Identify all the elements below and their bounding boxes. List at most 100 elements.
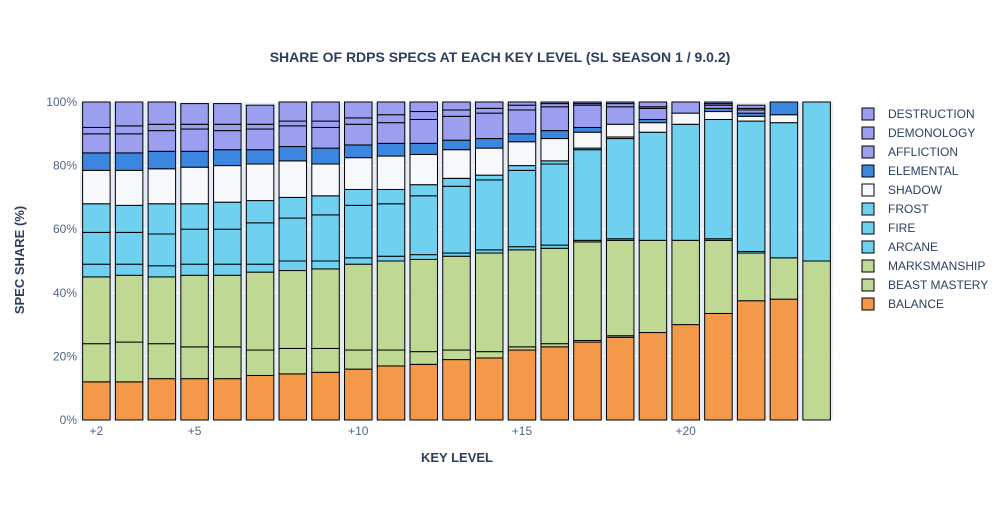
bar-segment bbox=[147, 123, 177, 132]
bar-segment bbox=[114, 381, 144, 421]
bar-segment bbox=[311, 268, 340, 349]
bar-segment bbox=[704, 239, 733, 314]
bar-segment bbox=[474, 351, 504, 359]
bar-segment bbox=[147, 265, 177, 278]
legend: DESTRUCTION DEMONOLOGY AFFLICTION ELEMENTAL… bbox=[861, 107, 988, 311]
bar-segment bbox=[704, 111, 733, 120]
bar-segment bbox=[344, 349, 373, 370]
bar-segment bbox=[573, 341, 602, 421]
bar-segment bbox=[376, 365, 406, 421]
bar-segment bbox=[442, 115, 471, 141]
bar-segment bbox=[278, 146, 308, 162]
bar-segment bbox=[474, 138, 504, 149]
bar-segment bbox=[638, 239, 668, 334]
bar-segment bbox=[671, 324, 700, 421]
bar-segment bbox=[442, 349, 471, 361]
bar-segment bbox=[213, 274, 242, 348]
bar-segment bbox=[573, 104, 602, 128]
bar-segment bbox=[769, 122, 799, 259]
bar-segment bbox=[474, 357, 504, 421]
bar-segment bbox=[114, 152, 144, 171]
bar-segment bbox=[147, 276, 177, 345]
bar-segment bbox=[442, 255, 471, 351]
bar-segment bbox=[802, 101, 831, 262]
bar-segment bbox=[540, 138, 569, 162]
bar-segment bbox=[638, 332, 668, 421]
legend-label: DEMONOLOGY bbox=[888, 126, 975, 140]
bar-segment bbox=[605, 138, 635, 240]
legend-swatch bbox=[861, 107, 875, 121]
bar-segment bbox=[507, 169, 537, 248]
bar-segment bbox=[311, 371, 340, 421]
bar-segment bbox=[540, 130, 569, 140]
bar-segment bbox=[245, 163, 275, 202]
bar-segment bbox=[213, 201, 242, 230]
bar-segment bbox=[474, 101, 504, 109]
bar-segment bbox=[474, 107, 504, 114]
bar-segment bbox=[769, 114, 799, 124]
bar-segment bbox=[769, 101, 799, 116]
bar-segment bbox=[671, 101, 700, 114]
legend-swatch bbox=[861, 259, 875, 273]
bar-segment bbox=[82, 276, 111, 345]
legend-swatch bbox=[861, 126, 875, 140]
x-tick-label: +5 bbox=[188, 424, 202, 438]
bar-segment bbox=[605, 239, 635, 337]
bar-segment bbox=[245, 263, 275, 273]
legend-swatch bbox=[861, 278, 875, 292]
bar-segment bbox=[82, 152, 111, 171]
y-tick-label: 0% bbox=[60, 413, 78, 427]
bar-segment bbox=[409, 101, 439, 113]
bar-segment bbox=[180, 346, 209, 380]
bar-segment bbox=[245, 104, 275, 125]
bar-segment bbox=[114, 263, 144, 276]
bar-segment bbox=[147, 150, 177, 170]
bar-segment bbox=[736, 300, 766, 421]
bar-segment bbox=[540, 247, 569, 345]
bar-segment bbox=[442, 149, 471, 179]
bar-segment bbox=[376, 255, 406, 262]
y-tick-label: 80% bbox=[53, 159, 77, 173]
bar-segment bbox=[114, 274, 144, 343]
bar-segment bbox=[213, 103, 242, 125]
bar-segment bbox=[147, 101, 177, 125]
bar-segment bbox=[540, 101, 569, 105]
bar-segment bbox=[147, 343, 177, 380]
legend-swatch bbox=[861, 183, 875, 197]
bar-segment bbox=[769, 298, 799, 421]
bar-segment bbox=[442, 101, 471, 111]
y-tick-label: 20% bbox=[53, 349, 77, 363]
bar-segment bbox=[605, 123, 635, 138]
bar-segment bbox=[180, 263, 209, 276]
legend-label: FIRE bbox=[888, 221, 915, 235]
bar-segment bbox=[376, 142, 406, 157]
bar-segment bbox=[638, 101, 668, 108]
bar-segment bbox=[213, 228, 242, 265]
bar-segment bbox=[638, 107, 668, 120]
bar-segment bbox=[82, 231, 111, 265]
bar-segment bbox=[704, 101, 733, 105]
bar-segment bbox=[278, 196, 308, 219]
bar-segment bbox=[507, 165, 537, 171]
bar-segment bbox=[180, 128, 209, 152]
bar-segment bbox=[213, 123, 242, 132]
x-axis-title: KEY LEVEL bbox=[421, 450, 493, 465]
bar-segment bbox=[82, 126, 111, 135]
bar-segment bbox=[638, 131, 668, 241]
bar-segment bbox=[573, 149, 602, 241]
bar-segment bbox=[344, 117, 373, 125]
legend-swatch bbox=[861, 145, 875, 159]
bar-segment bbox=[278, 160, 308, 198]
bar-segment bbox=[376, 114, 406, 124]
bar-segment bbox=[736, 115, 766, 122]
legend-label: BALANCE bbox=[888, 297, 944, 311]
bar-segment bbox=[409, 142, 439, 155]
legend-label: ARCANE bbox=[888, 240, 938, 254]
bar-segment bbox=[245, 271, 275, 351]
bar-segment bbox=[376, 122, 406, 144]
bar-segment bbox=[507, 133, 537, 143]
bar-segment bbox=[474, 112, 504, 140]
bar-segment bbox=[540, 106, 569, 132]
bar-segment bbox=[245, 123, 275, 130]
